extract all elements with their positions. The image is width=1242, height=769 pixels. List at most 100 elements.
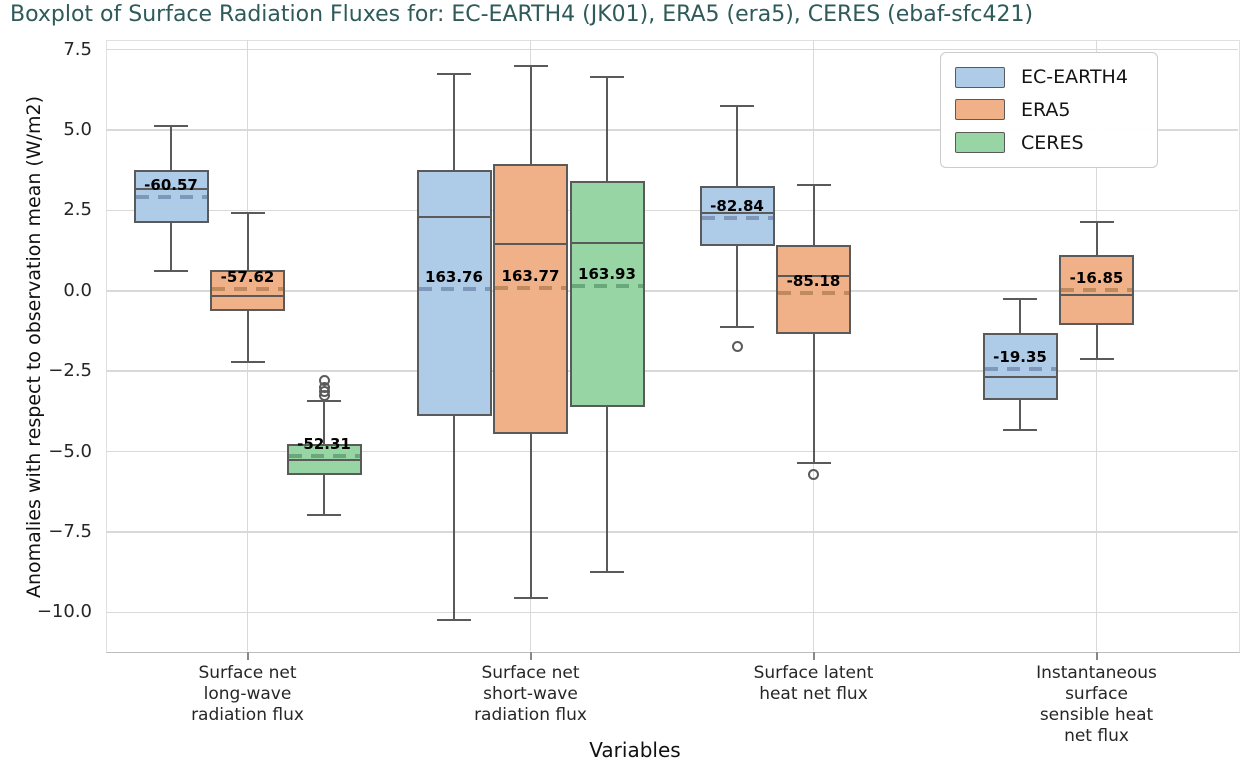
box-mean-value-label: 163.76: [425, 268, 483, 287]
h-gridline: [106, 129, 1238, 131]
box-median-line: [778, 274, 849, 277]
y-tick-label: 0.0: [63, 279, 92, 301]
legend-item-era5: ERA5: [955, 95, 1143, 125]
whisker-cap-low: [720, 326, 754, 329]
legend-item-ceres: CERES: [955, 128, 1143, 158]
box-mean-value-label: -82.84: [710, 196, 764, 215]
whisker-cap-high: [720, 104, 754, 107]
whisker-cap-low: [230, 360, 265, 363]
legend-label: ERA5: [1021, 98, 1071, 121]
box-ec-earth4: [982, 333, 1058, 401]
box-median-line: [288, 458, 360, 461]
x-tick-mark: [1095, 652, 1098, 660]
whisker-cap-low: [1003, 428, 1037, 431]
x-tick-label-line: short-wave: [483, 684, 578, 704]
box-mean-value-label: 163.93: [578, 265, 636, 283]
x-tick-label: Surface latent heat net flux: [704, 663, 924, 705]
box-mean-line: [212, 286, 283, 291]
box-mean-value-label: 163.77: [501, 267, 560, 286]
x-tick-label-line: Surface latent: [753, 663, 874, 683]
box-mean-line: [1061, 287, 1132, 292]
box-mean-line: [495, 286, 566, 291]
box-mean-line: [418, 287, 490, 292]
legend-item-ec-earth4: EC-EARTH4: [955, 62, 1143, 92]
x-tick-label-line: Surface net: [198, 663, 297, 683]
box-median-line: [135, 187, 207, 190]
box-mean-line: [571, 284, 643, 288]
y-axis-title: Anomalies with respect to observation me…: [23, 95, 45, 599]
box-era5: [776, 245, 851, 334]
box-mean-line: [288, 454, 360, 459]
box-mean-value-label: -16.85: [1069, 268, 1124, 287]
y-tick-label: 7.5: [63, 38, 92, 60]
x-tick-label: Instantaneous surface sensible heat net flu…: [987, 663, 1207, 747]
whisker-cap-high: [230, 211, 265, 214]
box-mean-value-label: -60.57: [144, 175, 198, 194]
legend-label: CERES: [1021, 131, 1084, 154]
box-mean-line: [778, 291, 849, 296]
x-tick-label-line: radiation flux: [474, 705, 587, 725]
y-tick-label: −10.0: [36, 601, 92, 623]
h-gridline: [106, 370, 1238, 372]
x-tick-label-line: heat net flux: [759, 684, 868, 704]
whisker-cap-low: [590, 571, 624, 574]
y-tick-label: 2.5: [63, 199, 92, 221]
whisker-cap-low: [513, 596, 548, 599]
x-tick-label-line: Surface net: [481, 663, 580, 683]
box-median-line: [418, 215, 490, 218]
h-gridline: [106, 450, 1238, 453]
x-tick-label: Surface net long-wave radiation flux: [138, 663, 358, 726]
h-gridline: [106, 48, 1238, 51]
x-tick-mark: [529, 652, 532, 660]
x-tick-mark: [246, 652, 249, 660]
box-median-line: [701, 212, 773, 214]
x-tick-label: Surface net short-wave radiation flux: [421, 663, 641, 726]
whisker-cap-high: [437, 72, 471, 75]
whisker-cap-high: [1079, 221, 1114, 223]
box-median-line: [212, 294, 283, 297]
plot-frame: [106, 40, 1240, 653]
y-tick-label: 5.0: [63, 119, 92, 141]
box-median-line: [1061, 294, 1132, 297]
box-era5: [493, 163, 568, 435]
h-gridline: [106, 209, 1238, 212]
x-tick-label-line: surface: [1065, 684, 1128, 704]
outlier-point: [731, 340, 743, 352]
box-mean-value-label: -19.35: [993, 348, 1047, 367]
x-tick-label-line: net flux: [1064, 726, 1129, 746]
x-axis-title: Variables: [589, 738, 681, 762]
whisker-cap-high: [307, 399, 341, 402]
whisker-cap-low: [1079, 358, 1114, 361]
x-tick-label-line: long-wave: [203, 684, 292, 704]
y-tick-label: −7.5: [48, 521, 92, 543]
whisker-cap-high: [154, 125, 188, 128]
legend-swatch: [955, 132, 1005, 154]
h-gridline: [106, 611, 1238, 614]
box-mean-line: [701, 215, 773, 220]
chart-title: Boxplot of Surface Radiation Fluxes for:…: [10, 2, 1034, 27]
whisker-cap-low: [796, 461, 831, 464]
box-median-line: [495, 243, 566, 246]
outlier-point: [808, 469, 819, 481]
legend: EC-EARTH4 ERA5 CERES: [940, 52, 1158, 168]
box-mean-value-label: -85.18: [786, 272, 841, 291]
box-median-line: [984, 375, 1056, 378]
h-gridline: [106, 531, 1238, 533]
whisker-cap-low: [307, 514, 341, 517]
box-ec-earth4: [416, 170, 492, 416]
x-tick-label-line: radiation flux: [191, 705, 304, 725]
box-mean-line: [135, 194, 207, 199]
whisker-cap-high: [513, 64, 548, 67]
legend-swatch: [955, 66, 1005, 88]
y-tick-label: −2.5: [48, 360, 92, 382]
box-mean-value-label: -57.62: [220, 267, 275, 286]
whisker-cap-high: [796, 183, 831, 186]
whisker-cap-low: [437, 619, 471, 622]
box-mean-value-label: -52.31: [297, 435, 351, 454]
legend-label: EC-EARTH4: [1021, 66, 1128, 89]
x-tick-label-line: Instantaneous: [1036, 663, 1157, 683]
x-tick-mark: [812, 652, 815, 660]
y-tick-label: −5.0: [48, 440, 92, 462]
outlier-point: [318, 389, 330, 401]
